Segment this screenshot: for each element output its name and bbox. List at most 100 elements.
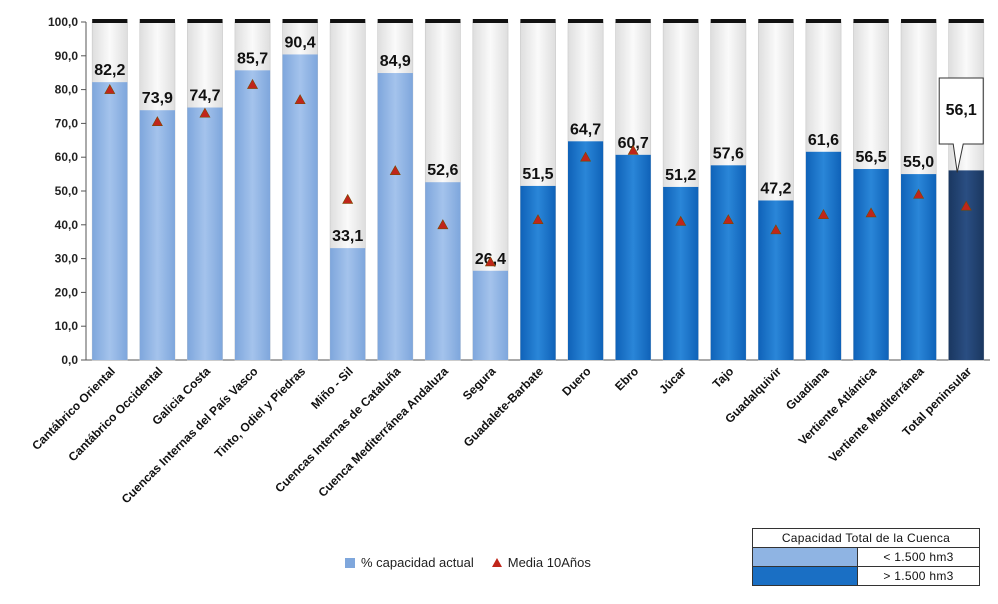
bar-data-label: 56,5 <box>855 149 886 166</box>
bar <box>853 169 889 360</box>
average-marker <box>865 207 877 218</box>
x-category-label: Tinto, Odiel y Piedras <box>212 364 309 461</box>
y-tick-label: 50,0 <box>55 184 79 198</box>
capacity-label-small: < 1.500 hm3 <box>883 550 954 564</box>
legend-triangle-icon <box>491 558 502 567</box>
bar-top-cap <box>139 19 175 23</box>
x-category-label: Cantábrico Oriental <box>29 364 118 453</box>
average-marker <box>675 215 687 226</box>
y-tick-label: 30,0 <box>55 252 79 266</box>
bar <box>710 165 746 360</box>
average-marker <box>817 209 829 219</box>
average-marker <box>294 94 306 105</box>
average-marker <box>532 214 544 225</box>
bar-top-cap <box>282 19 318 23</box>
bar-top-cap <box>901 19 937 23</box>
y-tick-label: 20,0 <box>55 285 79 299</box>
bar-data-label: 51,5 <box>522 166 553 183</box>
x-category-label: Júcar <box>656 364 689 397</box>
capacity-table-row: > 1.500 hm3 <box>753 567 979 585</box>
y-tick-label: 70,0 <box>55 116 79 130</box>
bar-top-cap <box>948 19 984 23</box>
x-category-label: Duero <box>559 364 593 398</box>
y-tick-label: 0,0 <box>61 353 78 367</box>
bar-data-label: 51,2 <box>665 167 696 184</box>
bar-data-label: 73,9 <box>142 90 173 107</box>
bar-data-label: 33,1 <box>332 228 363 245</box>
average-marker <box>770 224 782 235</box>
bar-top-cap <box>425 19 461 23</box>
bar-data-label: 84,9 <box>380 53 411 70</box>
bar-data-label: 90,4 <box>285 34 316 51</box>
bar-data-label: 82,2 <box>94 62 125 79</box>
bar-data-label: 57,6 <box>713 145 744 162</box>
average-marker <box>437 219 449 230</box>
average-marker <box>104 83 116 94</box>
capacity-label-large: > 1.500 hm3 <box>883 569 954 583</box>
x-category-label: Ebro <box>612 364 641 393</box>
x-category-label: Cantábrico Occidental <box>66 364 166 464</box>
bar-top-cap <box>615 19 651 23</box>
bar <box>663 186 699 360</box>
capacity-table-row: < 1.500 hm3 <box>753 548 979 567</box>
bar <box>805 151 842 360</box>
x-category-label: Vertiente Mediterránea <box>826 364 927 465</box>
capacity-swatch-small <box>753 548 858 566</box>
bar-top-cap <box>758 19 794 23</box>
bar <box>948 170 984 360</box>
average-marker <box>960 200 972 211</box>
bar-data-label: 47,2 <box>760 180 791 197</box>
average-marker <box>342 193 354 204</box>
bar-top-cap <box>234 19 271 23</box>
average-marker <box>389 165 401 176</box>
bar-top-cap <box>187 19 223 23</box>
bar-data-label: 85,7 <box>237 50 268 67</box>
bar-top-cap <box>567 19 604 23</box>
capacity-swatch-large <box>753 567 858 585</box>
legend-item-capacity: % capacidad actual <box>345 555 474 570</box>
bar-top-cap <box>92 19 128 23</box>
capacity-table-title: Capacidad Total de la Cuenca <box>753 529 979 548</box>
bar <box>377 73 413 361</box>
bar <box>92 82 128 360</box>
bar-top-cap <box>853 19 889 23</box>
y-tick-label: 60,0 <box>55 150 79 164</box>
bar-top-cap <box>330 19 366 23</box>
x-category-label: Segura <box>460 364 499 403</box>
legend-bar-label: % capacidad actual <box>361 555 474 570</box>
bar <box>234 70 271 361</box>
bar-data-label: 60,7 <box>618 135 649 152</box>
bar-top-cap <box>663 19 699 23</box>
average-marker <box>151 116 163 127</box>
average-marker <box>580 151 592 162</box>
bar <box>282 54 318 360</box>
average-marker <box>722 214 734 225</box>
x-category-label: Tajo <box>710 364 737 391</box>
bar <box>472 270 509 360</box>
bar-top-cap <box>805 19 842 23</box>
average-marker <box>913 188 925 199</box>
bar <box>330 248 366 360</box>
bar <box>567 141 604 360</box>
x-category-label: Guadalete-Barbate <box>461 364 547 450</box>
bar-data-label: 55,0 <box>903 154 934 171</box>
x-category-label: Miño - Sil <box>308 364 356 412</box>
bar-top-cap <box>520 19 556 23</box>
x-category-label: Guadiana <box>783 364 832 413</box>
chart-legend: % capacidad actual Media 10Años <box>345 555 591 570</box>
bar-top-cap <box>377 19 413 23</box>
y-tick-label: 90,0 <box>55 49 79 63</box>
bar <box>520 185 556 360</box>
y-tick-label: 40,0 <box>55 218 79 232</box>
bar-top-cap <box>710 19 746 23</box>
legend-bar-swatch <box>345 557 355 568</box>
legend-item-average: Media 10Años <box>491 555 591 570</box>
bar-data-label: 52,6 <box>427 162 458 179</box>
average-marker <box>484 256 496 267</box>
average-marker <box>199 107 211 118</box>
bar <box>901 174 937 360</box>
bar <box>615 154 651 360</box>
bar <box>425 182 461 360</box>
